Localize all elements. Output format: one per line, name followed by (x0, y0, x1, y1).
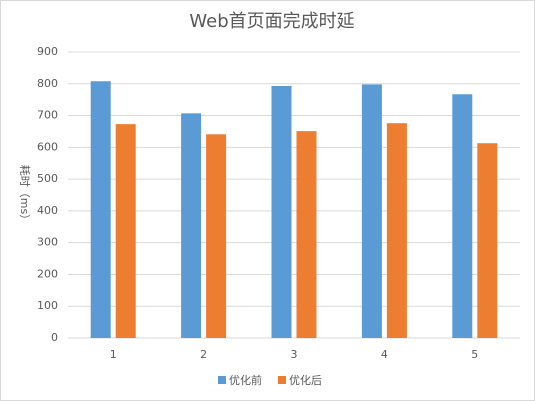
x-tick-label: 4 (381, 348, 388, 361)
legend-swatch (278, 376, 286, 384)
x-tick-label: 2 (200, 348, 207, 361)
x-tick-label: 3 (291, 348, 298, 361)
y-tick-label: 700 (37, 109, 58, 122)
x-tick-label: 5 (471, 348, 478, 361)
bar (206, 134, 227, 338)
y-tick-label: 500 (37, 172, 58, 185)
bar (271, 86, 292, 338)
y-tick-label: 400 (37, 204, 58, 217)
y-tick-label: 100 (37, 299, 58, 312)
bar (296, 131, 317, 338)
bar (90, 81, 111, 338)
legend-label: 优化前 (229, 373, 262, 387)
y-tick-label: 300 (37, 236, 58, 249)
bar (386, 123, 407, 338)
legend-swatch (218, 376, 226, 384)
bar (181, 113, 202, 338)
chart-title: Web首页面完成时延 (189, 11, 354, 32)
y-tick-label: 200 (37, 267, 58, 280)
bar (452, 94, 473, 339)
x-tick-label: 1 (110, 348, 117, 361)
y-tick-label: 0 (51, 331, 58, 344)
y-tick-label: 900 (37, 45, 58, 58)
y-tick-label: 800 (37, 77, 58, 90)
bar (477, 143, 498, 338)
legend-label: 优化后 (289, 373, 322, 387)
y-axis-label: 耗时（ms） (18, 165, 31, 225)
bar (115, 124, 136, 338)
y-tick-label: 600 (37, 140, 58, 153)
bar (361, 84, 382, 338)
